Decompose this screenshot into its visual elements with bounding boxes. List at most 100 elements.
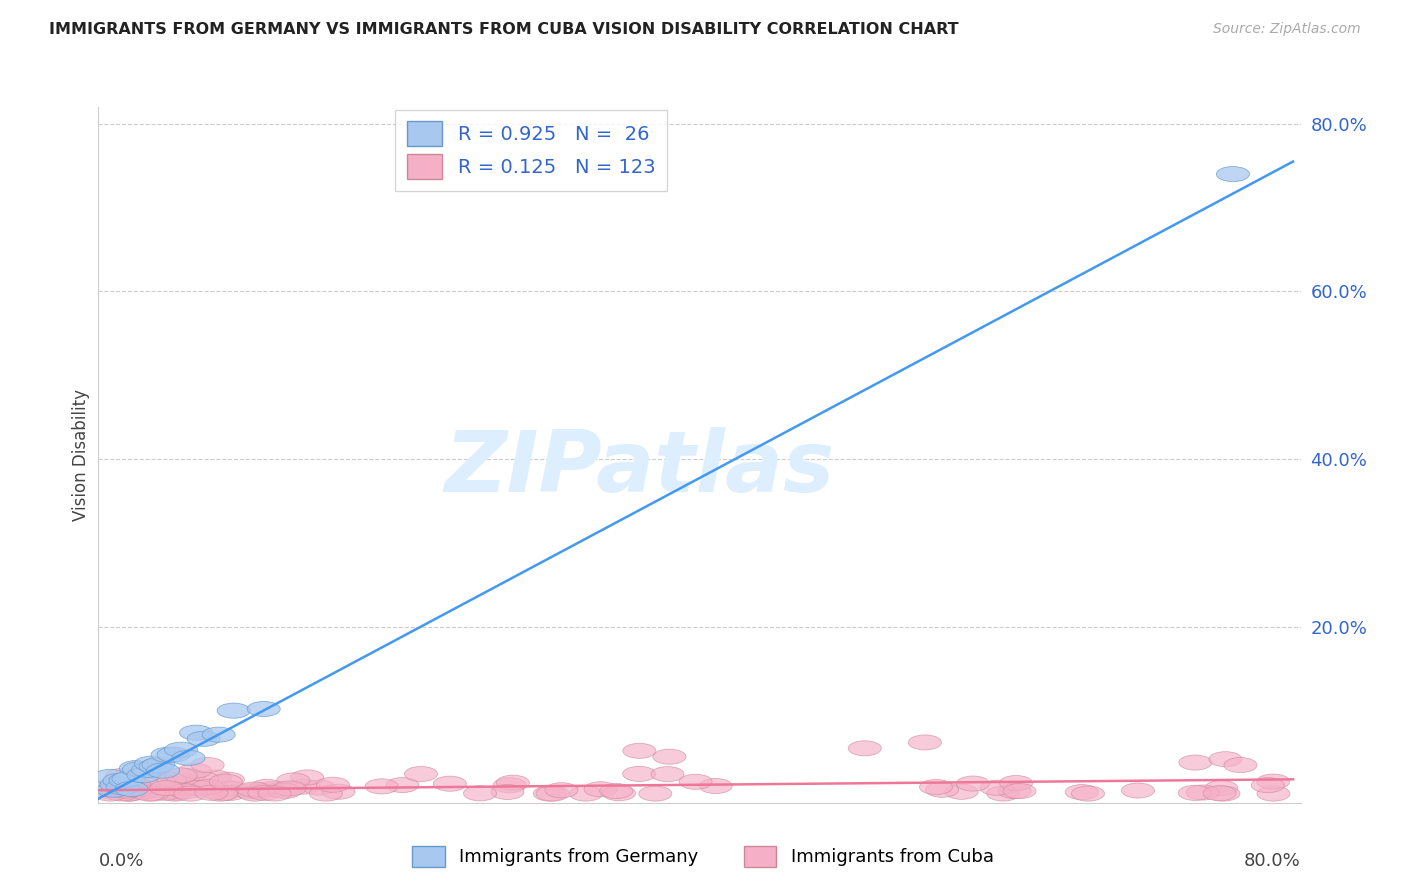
Ellipse shape — [150, 780, 183, 796]
Ellipse shape — [136, 786, 169, 801]
Ellipse shape — [127, 768, 160, 783]
Ellipse shape — [100, 780, 132, 796]
Ellipse shape — [207, 785, 239, 800]
Ellipse shape — [118, 777, 150, 792]
Ellipse shape — [165, 742, 198, 757]
Ellipse shape — [142, 757, 176, 772]
Ellipse shape — [165, 768, 197, 783]
Ellipse shape — [322, 784, 356, 799]
Ellipse shape — [105, 780, 139, 795]
Ellipse shape — [91, 780, 125, 794]
Text: IMMIGRANTS FROM GERMANY VS IMMIGRANTS FROM CUBA VISION DISABILITY CORRELATION CH: IMMIGRANTS FROM GERMANY VS IMMIGRANTS FR… — [49, 22, 959, 37]
Ellipse shape — [699, 779, 733, 794]
Ellipse shape — [651, 766, 685, 781]
Ellipse shape — [1178, 785, 1212, 800]
Ellipse shape — [250, 780, 284, 795]
Ellipse shape — [217, 703, 250, 718]
Ellipse shape — [1257, 786, 1291, 801]
Ellipse shape — [186, 772, 218, 787]
Ellipse shape — [132, 786, 166, 801]
Ellipse shape — [100, 777, 134, 792]
Ellipse shape — [247, 701, 280, 716]
Ellipse shape — [1002, 783, 1036, 798]
Ellipse shape — [94, 786, 127, 801]
Ellipse shape — [956, 776, 990, 791]
Ellipse shape — [1223, 757, 1257, 772]
Ellipse shape — [211, 772, 245, 788]
Ellipse shape — [925, 782, 959, 797]
Ellipse shape — [623, 766, 655, 781]
Ellipse shape — [233, 784, 267, 799]
Text: ZIPatlas: ZIPatlas — [444, 427, 835, 510]
Ellipse shape — [204, 786, 238, 801]
Ellipse shape — [679, 774, 711, 789]
Ellipse shape — [169, 784, 202, 799]
Ellipse shape — [214, 781, 246, 797]
Ellipse shape — [256, 781, 288, 797]
Ellipse shape — [174, 780, 208, 796]
Ellipse shape — [1178, 755, 1212, 770]
Ellipse shape — [122, 762, 156, 777]
Ellipse shape — [1206, 786, 1240, 801]
Ellipse shape — [97, 782, 129, 797]
Ellipse shape — [135, 756, 167, 772]
Ellipse shape — [603, 786, 636, 801]
Ellipse shape — [150, 747, 184, 763]
Ellipse shape — [181, 780, 215, 796]
Ellipse shape — [183, 780, 215, 796]
Ellipse shape — [583, 781, 617, 797]
Ellipse shape — [172, 750, 205, 765]
Ellipse shape — [96, 781, 129, 797]
Ellipse shape — [198, 770, 231, 785]
Ellipse shape — [1000, 775, 1032, 790]
Ellipse shape — [998, 783, 1031, 798]
Ellipse shape — [112, 786, 146, 801]
Ellipse shape — [1216, 167, 1250, 182]
Ellipse shape — [105, 786, 138, 801]
Ellipse shape — [195, 785, 228, 800]
Ellipse shape — [302, 780, 336, 795]
Ellipse shape — [174, 786, 207, 801]
Ellipse shape — [127, 784, 159, 799]
Legend: R = 0.925   N =  26, R = 0.125   N = 123: R = 0.925 N = 26, R = 0.125 N = 123 — [395, 110, 666, 191]
Ellipse shape — [152, 783, 184, 798]
Ellipse shape — [115, 781, 148, 797]
Ellipse shape — [491, 784, 524, 799]
Ellipse shape — [159, 785, 191, 800]
Ellipse shape — [1251, 778, 1284, 793]
Ellipse shape — [214, 785, 246, 800]
Ellipse shape — [187, 731, 221, 747]
Ellipse shape — [273, 780, 307, 796]
Ellipse shape — [309, 786, 343, 801]
Ellipse shape — [464, 786, 496, 801]
Ellipse shape — [173, 769, 205, 784]
Ellipse shape — [848, 740, 882, 756]
Ellipse shape — [202, 727, 235, 742]
Legend: Immigrants from Germany, Immigrants from Cuba: Immigrants from Germany, Immigrants from… — [405, 838, 1001, 874]
Ellipse shape — [600, 783, 633, 798]
Ellipse shape — [128, 783, 162, 798]
Ellipse shape — [191, 780, 225, 795]
Text: 80.0%: 80.0% — [1244, 852, 1301, 870]
Ellipse shape — [1204, 786, 1236, 801]
Text: Source: ZipAtlas.com: Source: ZipAtlas.com — [1213, 22, 1361, 37]
Ellipse shape — [908, 735, 942, 750]
Ellipse shape — [112, 772, 145, 787]
Ellipse shape — [93, 781, 127, 797]
Ellipse shape — [157, 747, 190, 762]
Ellipse shape — [238, 782, 270, 797]
Ellipse shape — [209, 774, 242, 789]
Ellipse shape — [638, 786, 672, 801]
Ellipse shape — [134, 778, 167, 793]
Ellipse shape — [546, 782, 578, 797]
Ellipse shape — [1209, 752, 1241, 767]
Text: 0.0%: 0.0% — [98, 852, 143, 870]
Ellipse shape — [1187, 785, 1219, 800]
Ellipse shape — [139, 759, 172, 774]
Ellipse shape — [110, 783, 142, 798]
Ellipse shape — [536, 786, 569, 801]
Ellipse shape — [980, 780, 1012, 796]
Ellipse shape — [920, 780, 952, 795]
Ellipse shape — [145, 770, 179, 785]
Ellipse shape — [108, 772, 142, 788]
